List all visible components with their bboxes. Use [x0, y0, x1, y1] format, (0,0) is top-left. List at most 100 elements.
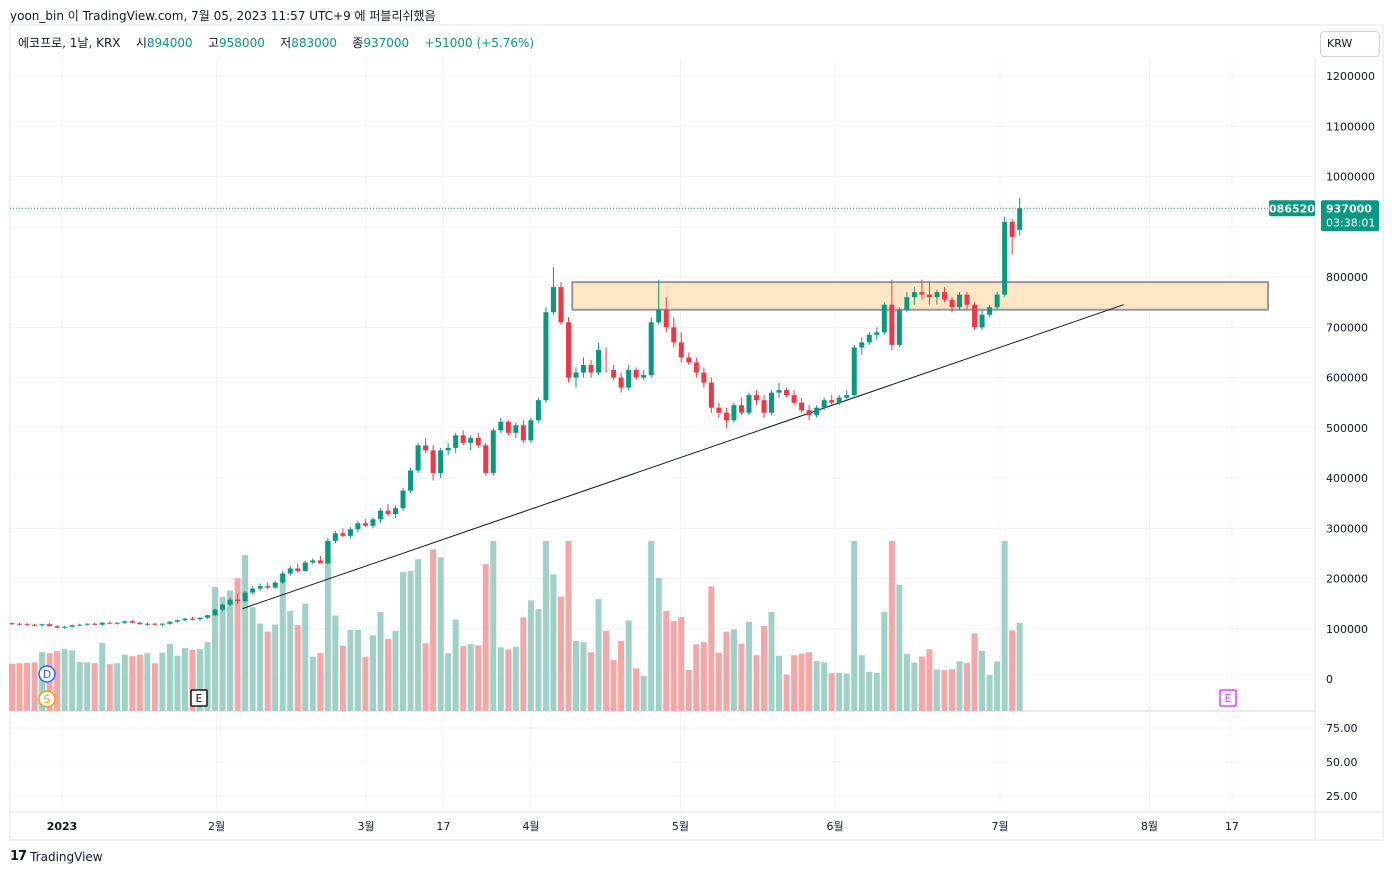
- candle[interactable]: [543, 307, 549, 403]
- candle[interactable]: [979, 309, 985, 330]
- candle[interactable]: [957, 292, 963, 310]
- candle[interactable]: [272, 581, 278, 589]
- candle[interactable]: [731, 402, 737, 423]
- candle[interactable]: [851, 344, 857, 398]
- candle[interactable]: [829, 395, 835, 406]
- candle[interactable]: [874, 327, 880, 340]
- candle[interactable]: [581, 357, 587, 378]
- candle[interactable]: [84, 623, 90, 626]
- candle[interactable]: [400, 488, 406, 511]
- candle[interactable]: [889, 279, 895, 350]
- candle[interactable]: [686, 352, 692, 365]
- candle[interactable]: [152, 622, 158, 626]
- earnings-marker-upcoming[interactable]: E: [1219, 689, 1237, 707]
- candle[interactable]: [987, 304, 993, 318]
- resistance-zone[interactable]: [571, 281, 1269, 311]
- candle[interactable]: [242, 591, 248, 603]
- candle[interactable]: [99, 622, 105, 626]
- candle[interactable]: [859, 337, 865, 355]
- candle[interactable]: [24, 623, 30, 626]
- candle[interactable]: [92, 622, 98, 626]
- earnings-marker-past[interactable]: E: [190, 689, 208, 707]
- candle[interactable]: [573, 367, 579, 388]
- candle[interactable]: [806, 405, 812, 421]
- candle[interactable]: [69, 624, 75, 628]
- candle[interactable]: [528, 417, 534, 443]
- candle[interactable]: [618, 372, 624, 393]
- candle[interactable]: [159, 623, 165, 627]
- candle[interactable]: [107, 621, 113, 625]
- candle[interactable]: [468, 435, 474, 451]
- candle[interactable]: [663, 297, 669, 333]
- candle[interactable]: [460, 430, 466, 446]
- candle[interactable]: [257, 583, 263, 592]
- candle[interactable]: [814, 405, 820, 418]
- candle[interactable]: [347, 527, 353, 539]
- candle[interactable]: [671, 317, 677, 348]
- candle[interactable]: [197, 617, 203, 621]
- candle[interactable]: [994, 292, 1000, 310]
- candle[interactable]: [310, 558, 316, 565]
- candle[interactable]: [408, 467, 414, 494]
- candle[interactable]: [535, 397, 541, 423]
- candle[interactable]: [295, 563, 301, 573]
- candle[interactable]: [633, 367, 639, 381]
- candle[interactable]: [641, 370, 647, 381]
- candle[interactable]: [317, 555, 323, 564]
- candle[interactable]: [799, 397, 805, 413]
- candle[interactable]: [302, 560, 308, 572]
- candle[interactable]: [821, 397, 827, 411]
- candle[interactable]: [114, 622, 120, 625]
- candle[interactable]: [708, 377, 714, 413]
- candle[interactable]: [596, 342, 602, 376]
- candle[interactable]: [611, 365, 617, 381]
- candle[interactable]: [896, 307, 902, 348]
- candle[interactable]: [325, 538, 331, 565]
- candle[interactable]: [9, 622, 15, 625]
- candle[interactable]: [340, 528, 346, 538]
- candle[interactable]: [505, 420, 511, 436]
- candle[interactable]: [791, 390, 797, 406]
- candle[interactable]: [129, 620, 135, 624]
- candle[interactable]: [235, 593, 241, 604]
- candle[interactable]: [17, 622, 23, 626]
- candle[interactable]: [122, 620, 128, 624]
- candle[interactable]: [137, 621, 143, 625]
- candle[interactable]: [738, 397, 744, 416]
- candle[interactable]: [62, 625, 68, 629]
- candle[interactable]: [776, 382, 782, 398]
- candle[interactable]: [332, 530, 338, 544]
- candle[interactable]: [836, 395, 842, 406]
- candle[interactable]: [656, 279, 662, 325]
- candle[interactable]: [701, 367, 707, 388]
- candle[interactable]: [784, 387, 790, 398]
- candle[interactable]: [77, 623, 83, 627]
- candle[interactable]: [716, 402, 722, 418]
- candle[interactable]: [453, 432, 459, 453]
- candle[interactable]: [475, 432, 481, 448]
- candle[interactable]: [949, 297, 955, 313]
- candle[interactable]: [926, 282, 932, 305]
- candle[interactable]: [972, 302, 978, 330]
- candle[interactable]: [250, 586, 256, 595]
- candle[interactable]: [212, 608, 218, 617]
- candle[interactable]: [941, 287, 947, 303]
- candle[interactable]: [753, 390, 759, 406]
- candle[interactable]: [445, 442, 451, 456]
- candle[interactable]: [280, 570, 286, 584]
- candle[interactable]: [220, 603, 226, 612]
- candle[interactable]: [769, 390, 775, 416]
- candle[interactable]: [355, 520, 361, 533]
- candle[interactable]: [144, 622, 150, 626]
- candle[interactable]: [47, 622, 53, 627]
- candle[interactable]: [520, 420, 526, 443]
- candle[interactable]: [513, 422, 519, 438]
- candle[interactable]: [919, 279, 925, 300]
- candle[interactable]: [1002, 216, 1008, 298]
- candle[interactable]: [265, 582, 271, 590]
- candle[interactable]: [385, 504, 391, 516]
- candle[interactable]: [723, 407, 729, 428]
- candle[interactable]: [881, 302, 887, 335]
- candle[interactable]: [205, 614, 211, 619]
